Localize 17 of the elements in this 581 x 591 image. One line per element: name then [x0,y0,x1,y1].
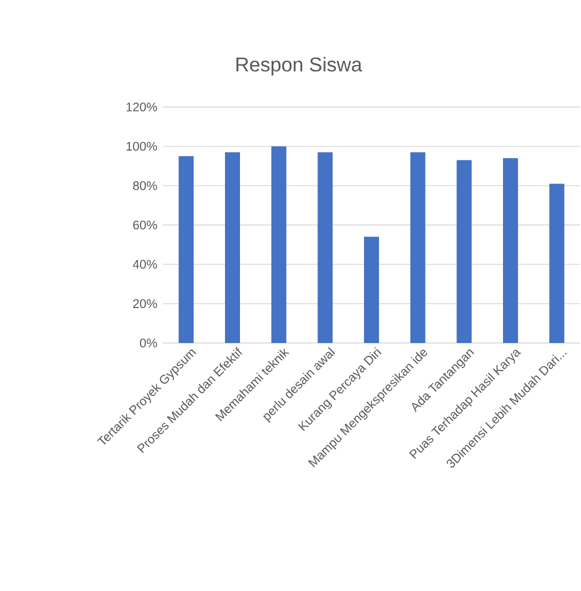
bar [364,236,379,343]
chart-title: Respon Siswa [236,56,362,76]
y-tick-label: 40% [132,260,158,269]
y-tick-label: 20% [133,299,158,308]
y-tick-label: 120% [126,102,158,112]
bar [410,152,426,343]
bar [225,152,240,343]
y-tick-label: 0% [140,338,158,348]
bar [318,152,333,343]
bar [456,160,472,343]
y-tick-label: 60% [133,220,158,230]
bar [549,184,564,343]
y-tick-label: 80% [133,181,158,190]
bar [271,146,286,343]
bar [502,158,518,343]
y-tick-label: 100% [126,142,158,151]
bar [178,156,194,343]
